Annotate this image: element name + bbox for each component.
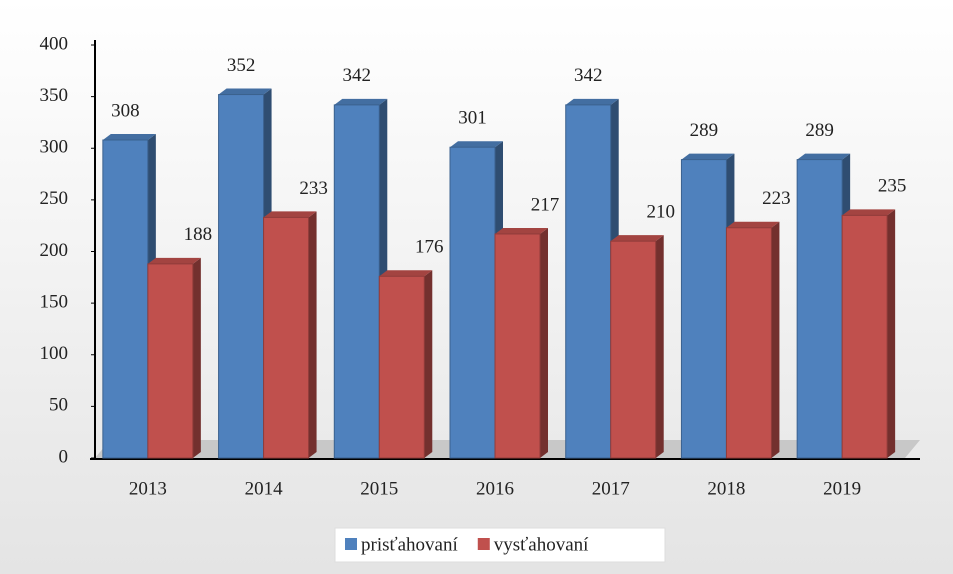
bar	[218, 94, 265, 459]
bar-top	[726, 221, 780, 228]
data-label: 188	[184, 224, 213, 245]
bar-top	[797, 153, 851, 160]
legend-label: prisťahovaní	[361, 534, 458, 555]
bar	[725, 227, 772, 459]
legend-swatch	[477, 538, 490, 550]
data-label: 301	[458, 108, 487, 129]
bar-side	[424, 270, 433, 458]
x-tick-label: 2019	[823, 478, 861, 499]
bar	[680, 159, 727, 459]
bar-top	[450, 141, 503, 148]
bar	[610, 240, 657, 459]
data-label: 233	[299, 178, 328, 199]
data-label: 342	[343, 65, 372, 86]
x-tick-label: 2013	[129, 478, 167, 499]
bar-top	[147, 257, 201, 264]
bar	[333, 104, 380, 459]
y-tick-label: 200	[40, 240, 69, 261]
bar	[841, 214, 888, 459]
data-label: 342	[574, 65, 603, 86]
bar-top	[842, 209, 896, 216]
x-tick-label: 2018	[707, 478, 745, 499]
bar	[102, 139, 149, 459]
bar-side	[887, 209, 896, 458]
bar-top	[681, 153, 735, 160]
y-tick-label: 0	[59, 446, 69, 467]
bar-top	[334, 98, 388, 105]
y-tick-label: 250	[40, 188, 69, 209]
bar	[378, 275, 425, 459]
x-tick-label: 2016	[476, 478, 514, 499]
data-label: 289	[805, 120, 834, 141]
bar-top	[102, 133, 156, 140]
bar-side	[771, 221, 780, 458]
data-label: 176	[415, 237, 444, 258]
x-tick-label: 2015	[360, 478, 398, 499]
legend-swatch	[345, 538, 357, 550]
y-tick-label: 150	[40, 291, 69, 312]
y-tick-label: 100	[40, 343, 69, 364]
bar	[565, 104, 612, 459]
bar-top	[218, 88, 272, 95]
x-tick-label: 2017	[592, 478, 630, 499]
bar-top	[495, 227, 548, 234]
data-label: 217	[531, 194, 560, 215]
y-tick-label: 350	[40, 85, 69, 106]
bar-top	[565, 98, 619, 105]
bar-top	[379, 270, 433, 277]
bar-top	[263, 211, 317, 218]
x-tick-label: 2014	[245, 478, 284, 499]
data-label: 289	[690, 120, 719, 141]
bar-side	[540, 227, 548, 458]
bar	[263, 216, 310, 459]
y-tick-label: 300	[40, 137, 69, 158]
bar	[796, 159, 843, 459]
bar-side	[655, 235, 664, 458]
bar	[449, 146, 496, 459]
bar-side	[192, 257, 201, 458]
legend-box	[334, 527, 666, 563]
data-label: 235	[878, 176, 907, 197]
data-label: 223	[762, 188, 791, 209]
y-tick-label: 50	[49, 395, 68, 416]
data-label: 308	[111, 100, 140, 121]
data-label: 352	[227, 55, 256, 76]
y-tick-label: 400	[40, 33, 69, 54]
bar-side	[308, 211, 317, 458]
bar	[494, 233, 541, 459]
bar	[147, 263, 194, 459]
legend-label: vysťahovaní	[494, 534, 589, 555]
data-label: 210	[646, 202, 675, 223]
bar-top	[610, 235, 664, 242]
